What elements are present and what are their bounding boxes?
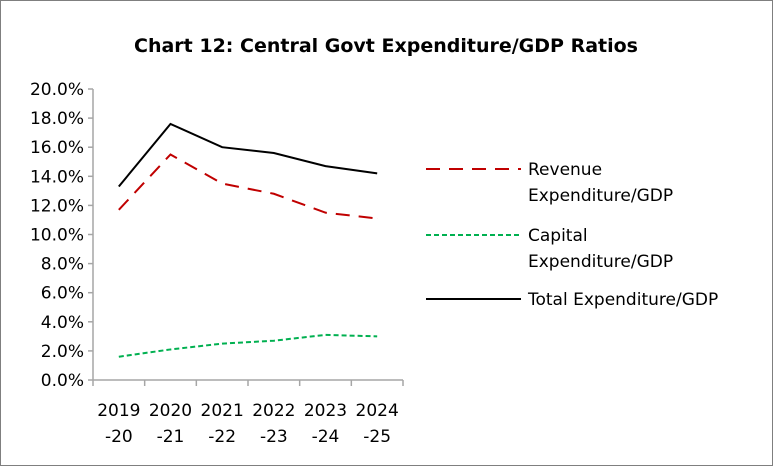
series-line — [118, 333, 378, 358]
x-tick-label: 2021 — [201, 401, 244, 421]
y-tick-label: 2.0% — [41, 342, 84, 362]
x-tick-label: 2019 — [97, 401, 140, 421]
y-tick-label: 14.0% — [30, 167, 84, 187]
series-line — [118, 122, 378, 188]
series-line — [118, 153, 378, 220]
legend-label: Total Expenditure/GDP — [527, 290, 718, 310]
x-tick-label: -20 — [105, 427, 133, 447]
legend-label: Expenditure/GDP — [528, 186, 673, 206]
x-tick-label: 2024 — [356, 401, 399, 421]
x-tick-label: -24 — [312, 427, 340, 447]
x-tick-label: -22 — [208, 427, 236, 447]
y-tick-label: 8.0% — [41, 255, 84, 275]
y-tick-label: 16.0% — [30, 138, 84, 158]
x-tick-label: -23 — [260, 427, 288, 447]
x-tick-label: 2022 — [252, 401, 295, 421]
legend-label: Revenue — [528, 160, 602, 180]
y-tick-label: 4.0% — [41, 313, 84, 333]
legend-label: Expenditure/GDP — [528, 252, 673, 272]
x-tick-label: 2020 — [149, 401, 192, 421]
x-tick-label: -25 — [363, 427, 391, 447]
legend-label: Capital — [528, 226, 588, 246]
x-tick-label: -21 — [157, 427, 185, 447]
y-tick-label: 12.0% — [30, 196, 84, 216]
y-tick-label: 0.0% — [41, 371, 84, 391]
y-tick-label: 20.0% — [30, 80, 84, 100]
chart-title: Chart 12: Central Govt Expenditure/GDP R… — [134, 35, 638, 57]
x-tick-label: 2023 — [304, 401, 347, 421]
y-tick-label: 6.0% — [41, 284, 84, 304]
y-tick-label: 10.0% — [30, 226, 84, 246]
y-tick-label: 18.0% — [30, 109, 84, 129]
